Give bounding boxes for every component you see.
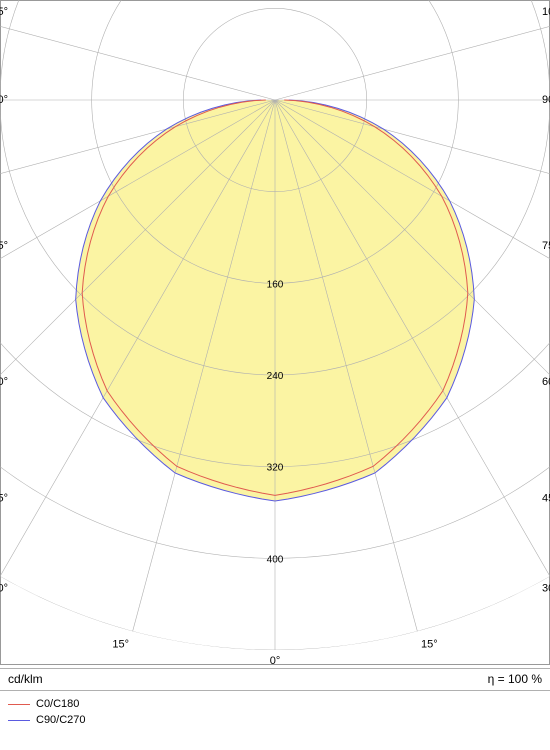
svg-text:45°: 45°	[542, 493, 550, 505]
svg-text:15°: 15°	[421, 639, 438, 651]
svg-text:105°: 105°	[0, 6, 8, 18]
polar-chart-svg: 160 240 320 400 105° 90° 75° 60° 45° 30° 15° 0° 15° 3…	[0, 0, 550, 668]
svg-text:105°: 105°	[542, 6, 550, 18]
legend: C0/C180 C90/C270	[8, 697, 86, 729]
svg-text:320: 320	[267, 463, 284, 474]
svg-text:45°: 45°	[0, 493, 8, 505]
legend-label-c90: C90/C270	[36, 714, 86, 726]
footer-divider-top	[0, 668, 550, 669]
svg-text:160: 160	[267, 279, 284, 290]
svg-text:240: 240	[267, 371, 284, 382]
footer-cd-label: cd/klm	[8, 672, 43, 686]
svg-text:90°: 90°	[542, 94, 550, 106]
legend-item-c0: C0/C180	[8, 697, 86, 711]
legend-swatch-c0	[8, 704, 30, 705]
svg-text:60°: 60°	[542, 376, 550, 388]
svg-text:30°: 30°	[0, 582, 8, 594]
footer-eta-label: η = 100 %	[488, 672, 542, 686]
legend-item-c90: C90/C270	[8, 713, 86, 727]
legend-label-c0: C0/C180	[36, 698, 79, 710]
svg-text:0°: 0°	[270, 655, 281, 667]
svg-text:15°: 15°	[112, 639, 129, 651]
footer-divider-bottom	[0, 690, 550, 691]
svg-text:30°: 30°	[542, 582, 550, 594]
svg-text:75°: 75°	[0, 240, 8, 252]
svg-text:75°: 75°	[542, 240, 550, 252]
svg-text:400: 400	[267, 554, 284, 565]
svg-text:90°: 90°	[0, 94, 8, 106]
legend-swatch-c90	[8, 720, 30, 721]
polar-chart-container: 160 240 320 400 105° 90° 75° 60° 45° 30° 15° 0° 15° 3…	[0, 0, 550, 750]
svg-text:60°: 60°	[0, 376, 8, 388]
